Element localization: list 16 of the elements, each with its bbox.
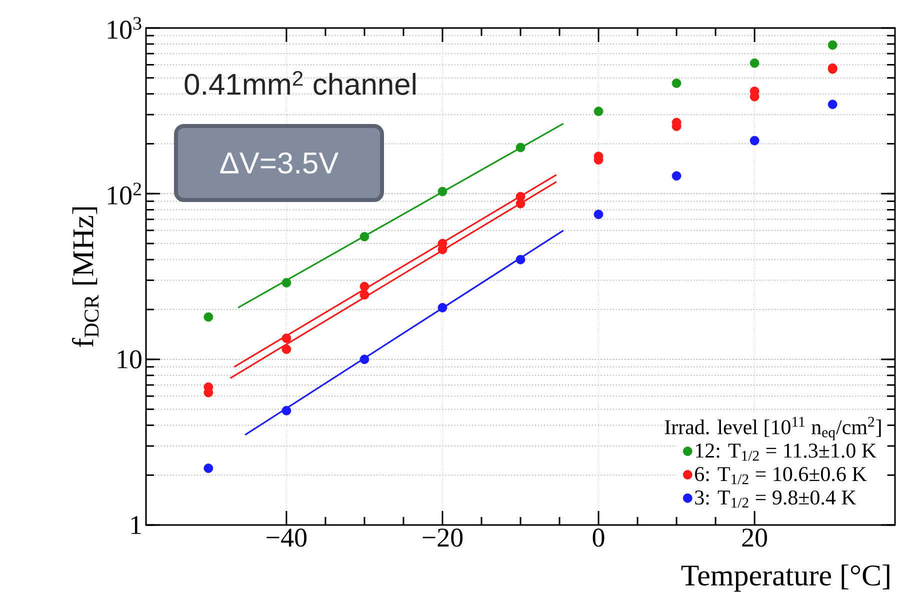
y-tick-label: 10$^{3}$ <box>108 17 142 39</box>
x-tick-label: −40 <box>266 528 307 547</box>
legend-label: 6: T$_{1/2}$ = 10.6±0.6 K <box>695 466 867 484</box>
y-tick-label: 10$^{2}$ <box>108 182 141 205</box>
x-axis-title: Temperature [°C] <box>681 564 890 592</box>
annotation: ΔV=3.5V <box>220 152 339 174</box>
y-tick-label: 1 <box>131 516 141 534</box>
x-tick-label: 20 <box>742 528 768 547</box>
legend-label: 3: T$_{1/2}$ = 9.8±0.4 K <box>695 490 856 508</box>
x-tick-label: −20 <box>422 528 463 547</box>
annotation: 0.41mm$^{2}$ channel <box>184 71 416 95</box>
legend-title: Irrad. level [10$^{11}$ n$_{eq}$/cm$^{2}$] <box>664 416 881 440</box>
y-tick-label: 10 <box>118 350 142 368</box>
legend-label: 12: T$_{1/2}$ = 11.3±1.0 K <box>696 444 876 461</box>
x-tick-label: 0 <box>592 528 604 547</box>
y-axis-title: f$_{DCR}$ [MHz] <box>72 207 99 347</box>
